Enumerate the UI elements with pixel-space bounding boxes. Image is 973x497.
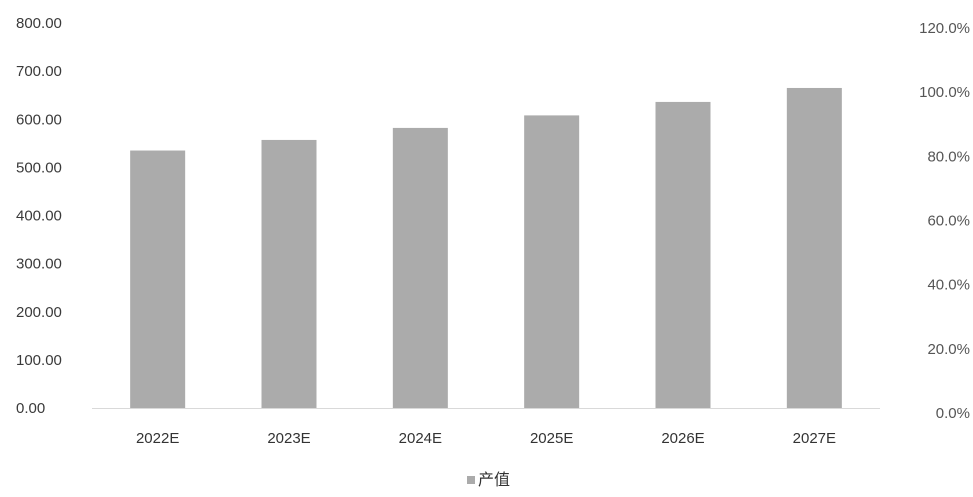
y2-tick-label: 80.0% [927,148,970,165]
x-tick-label: 2025E [530,430,573,447]
y-tick-label: 500.00 [16,159,62,176]
y2-tick-label: 40.0% [927,277,970,294]
y-tick-label: 300.00 [16,256,62,273]
y-tick-label: 600.00 [16,111,62,128]
y2-tick-label: 120.0% [919,20,970,37]
bar [786,87,842,408]
bar [130,150,186,408]
legend: 产值 [467,471,510,489]
y2-tick-label: 0.0% [936,405,970,422]
bar [655,101,711,409]
legend-swatch [467,476,475,484]
x-tick-label: 2024E [399,430,442,447]
y-tick-label: 800.00 [16,15,62,32]
y-tick-label: 700.00 [16,63,62,80]
y-axis-right: 0.0% 20.0% 40.0% 60.0% 80.0% 100.0% 120.0% [919,20,970,422]
legend-label: 产值 [478,471,510,489]
y2-tick-label: 60.0% [927,213,970,230]
y-tick-label: 400.00 [16,208,62,225]
y2-tick-label: 100.0% [919,84,970,101]
x-tick-label: 2026E [661,430,704,447]
y-tick-label: 200.00 [16,304,62,321]
bar [392,127,448,408]
bar [524,115,580,409]
bar [261,139,317,408]
y-tick-label: 0.00 [16,400,45,417]
y-tick-label: 100.00 [16,352,62,369]
y-axis-left: 0.00 100.00 200.00 300.00 400.00 500.00 600.00… [16,15,62,417]
x-tick-label: 2027E [793,430,836,447]
x-tick-label: 2022E [136,430,179,447]
x-axis: 2022E 2023E 2024E 2025E 2026E 2027E [136,430,836,447]
x-tick-label: 2023E [267,430,310,447]
bar-series [130,87,842,409]
y2-tick-label: 20.0% [927,341,970,358]
